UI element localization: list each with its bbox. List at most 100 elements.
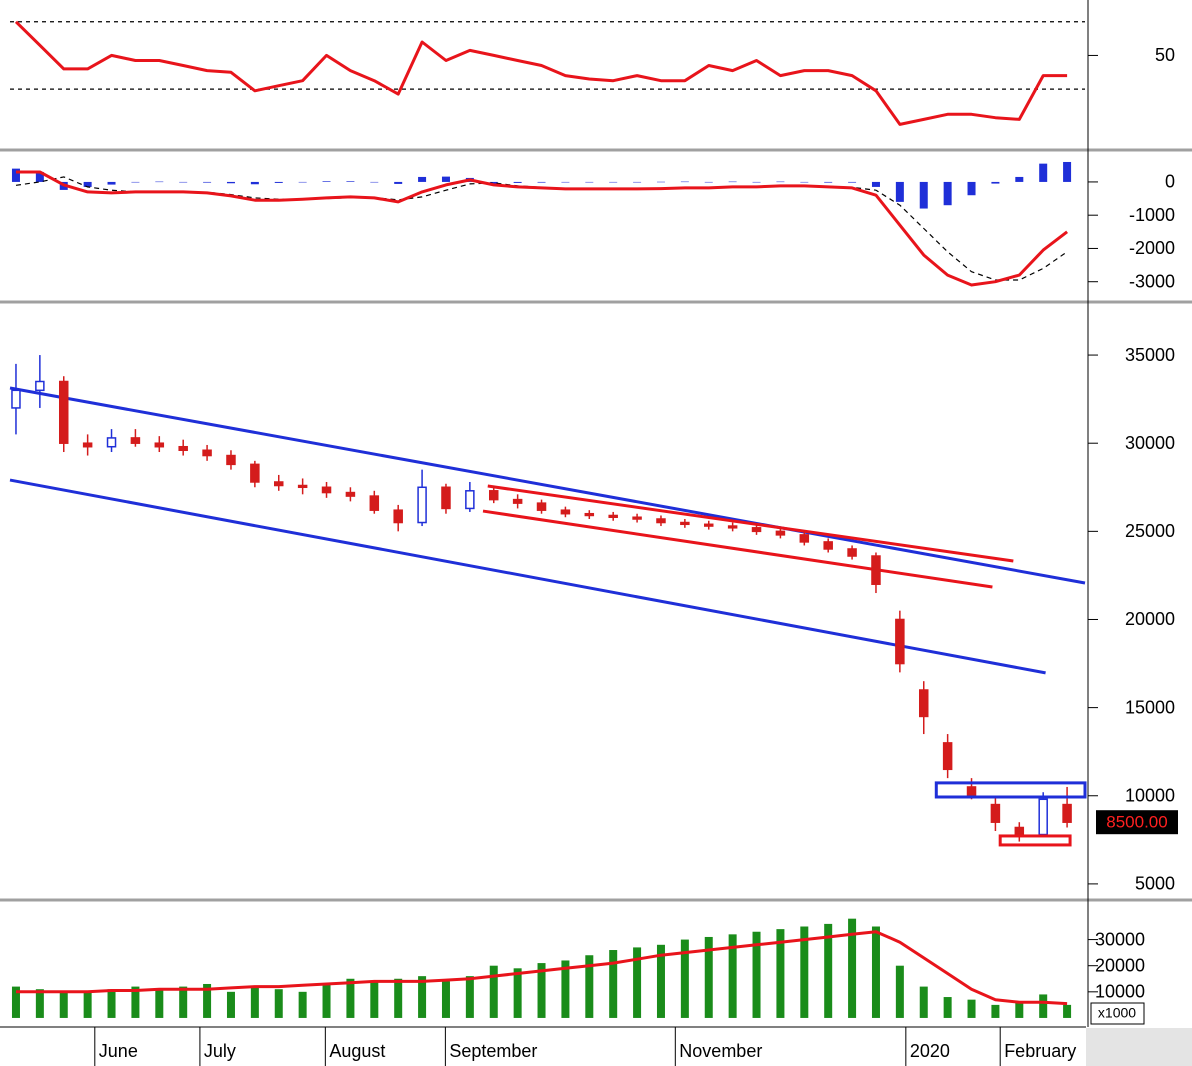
candle-body (919, 689, 929, 718)
bar (800, 926, 809, 1018)
bar (680, 181, 689, 183)
candle-body (775, 530, 786, 536)
bar (752, 931, 761, 1018)
y-tick-label: 30000 (1095, 929, 1145, 949)
bar (418, 176, 427, 182)
bar (179, 986, 188, 1018)
candle-body (82, 442, 93, 448)
y-tick-label: 35000 (1125, 345, 1175, 365)
y-tick-label: 50 (1155, 45, 1175, 65)
candle-body (871, 555, 881, 585)
x-tick-label: July (204, 1041, 236, 1061)
y-tick-label: 20000 (1095, 955, 1145, 975)
trend-line (482, 509, 993, 589)
bar (728, 181, 737, 183)
bar (609, 950, 618, 1018)
bar (465, 976, 474, 1018)
candle-body (632, 516, 642, 520)
bar (11, 168, 20, 182)
bar (919, 986, 928, 1018)
candle-body (393, 509, 403, 524)
bar (824, 181, 833, 183)
candle-body (106, 437, 117, 448)
bar (83, 991, 92, 1018)
bar (537, 963, 546, 1018)
candle-body (1062, 803, 1072, 823)
trend-line (487, 484, 1014, 563)
candle-body (895, 618, 905, 665)
bar (83, 181, 92, 187)
bar (633, 947, 642, 1018)
range-box (934, 781, 1087, 799)
candle-body (512, 498, 523, 504)
bar (728, 934, 737, 1018)
bar (346, 978, 355, 1018)
line (16, 930, 1068, 1006)
bar (59, 991, 68, 1018)
bar (609, 181, 618, 183)
candle-body (704, 523, 714, 527)
x-tick-label: February (1004, 1041, 1076, 1061)
bar (704, 936, 713, 1018)
bar (967, 181, 976, 196)
bar (35, 171, 44, 182)
bar (370, 981, 379, 1018)
bar (991, 1004, 1000, 1018)
x-tick-label: September (449, 1041, 537, 1061)
candle-body (536, 502, 547, 511)
bar (203, 983, 212, 1018)
candle-body (1038, 798, 1048, 836)
bar (656, 944, 665, 1018)
bar (513, 968, 522, 1018)
bar (1015, 176, 1024, 182)
bar (179, 181, 188, 183)
bar (991, 181, 1000, 184)
candle-body (465, 490, 475, 510)
candle-body (250, 463, 260, 483)
bar (871, 181, 880, 187)
y-tick-label: 5000 (1135, 874, 1175, 894)
bar (107, 181, 116, 185)
bar (1039, 994, 1048, 1018)
last-price-box (1096, 810, 1178, 835)
bar (298, 991, 307, 1018)
candle-body (608, 514, 618, 518)
bar (274, 181, 283, 183)
bar (131, 181, 140, 183)
bar (704, 181, 713, 183)
bar (226, 991, 235, 1018)
bar (155, 181, 164, 183)
bar (776, 929, 785, 1018)
candle-body (441, 486, 451, 510)
candle-body (942, 742, 953, 771)
candle-body (345, 491, 356, 497)
y-tick-label: -3000 (1129, 271, 1175, 291)
y-tick-label: 30000 (1125, 433, 1175, 453)
bar (346, 181, 355, 182)
bar (895, 181, 904, 202)
bar (107, 989, 116, 1018)
bar (11, 986, 20, 1018)
bar (776, 181, 785, 183)
bar (370, 181, 379, 183)
bar (250, 986, 259, 1018)
bar (752, 181, 761, 183)
bar (680, 939, 689, 1018)
bar (656, 181, 665, 183)
bar (943, 997, 952, 1018)
trend-line (9, 386, 1086, 585)
bar (35, 989, 44, 1018)
trend-line (9, 478, 1046, 675)
candle-body (202, 449, 212, 457)
bar (394, 181, 403, 184)
bar (824, 923, 833, 1018)
bar (633, 181, 642, 183)
bar (848, 918, 857, 1018)
bar (394, 978, 403, 1018)
bar (489, 965, 498, 1018)
candle-body (584, 512, 595, 517)
y-tick-label: 25000 (1125, 521, 1175, 541)
bar (298, 181, 307, 183)
bar (1063, 1004, 1072, 1018)
